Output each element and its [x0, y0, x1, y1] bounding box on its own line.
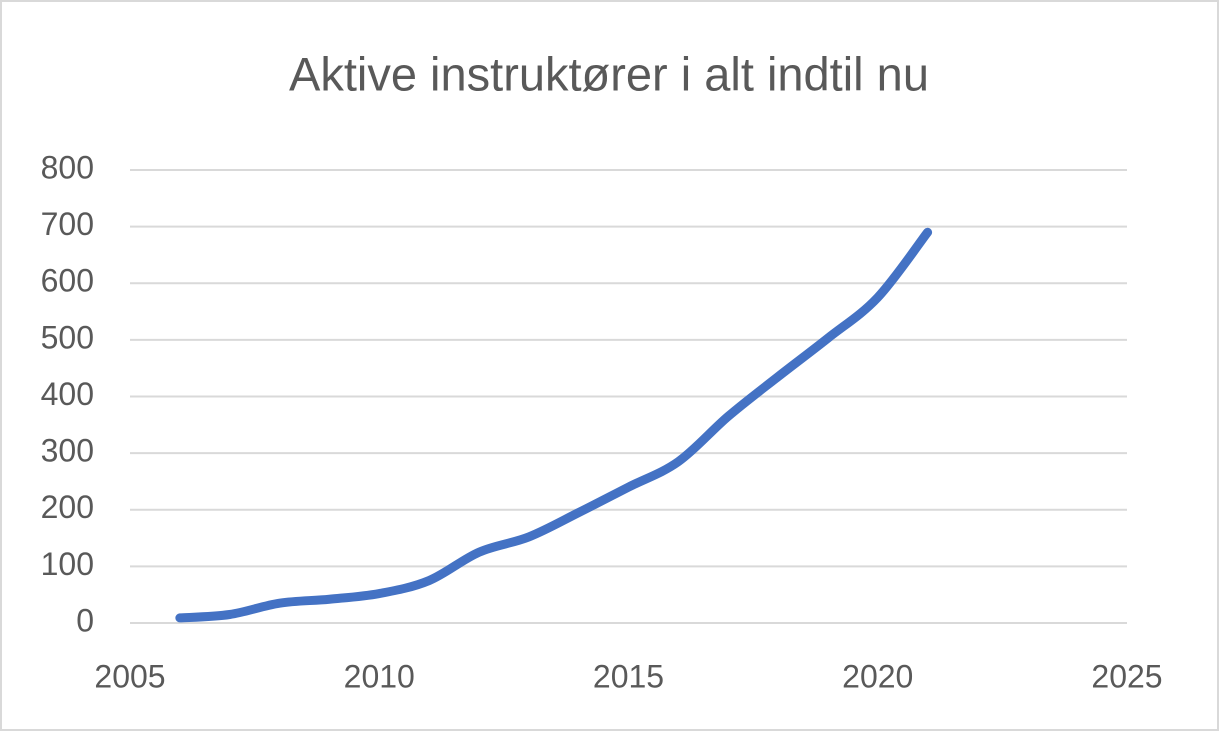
y-tick-label: 600	[41, 263, 94, 299]
y-tick-label: 100	[41, 546, 94, 582]
line-series	[175, 227, 933, 623]
x-tick-label: 2020	[842, 658, 913, 694]
y-tick-label: 400	[41, 376, 94, 412]
x-tick-label: 2005	[94, 658, 165, 694]
x-tick-label: 2015	[593, 658, 664, 694]
y-tick-label: 800	[41, 149, 94, 185]
y-tick-label: 300	[41, 433, 94, 469]
x-tick-label: 2025	[1091, 658, 1162, 694]
y-tick-label: 700	[41, 206, 94, 242]
x-tick-label: 2010	[344, 658, 415, 694]
y-tick-label: 200	[41, 489, 94, 525]
y-tick-label: 500	[41, 319, 94, 355]
y-tick-label: 0	[76, 602, 94, 638]
chart-title: Aktive instruktører i alt indtil nu	[289, 47, 929, 100]
